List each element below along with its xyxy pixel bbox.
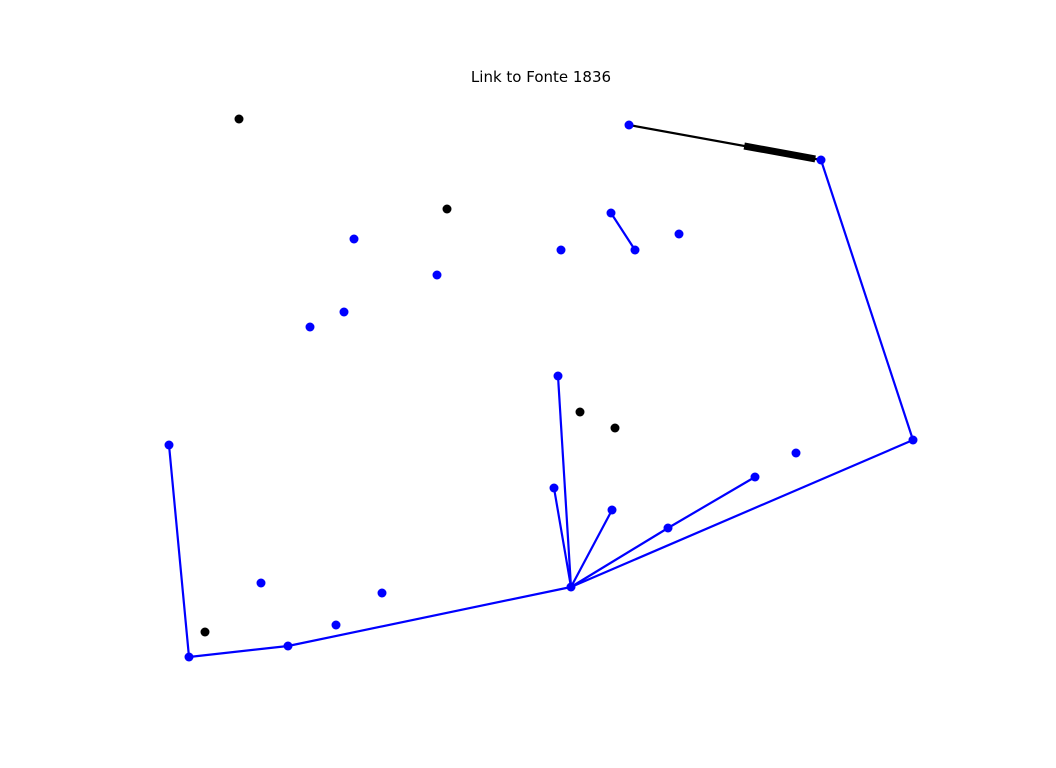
edge-n18-n21 [667, 476, 756, 529]
edge-n21-n23 [570, 527, 669, 588]
node-n24 [256, 578, 266, 588]
edge-n16-n23 [570, 438, 914, 589]
node-n8 [349, 234, 359, 244]
node-n23 [566, 582, 576, 592]
node-n16 [908, 435, 918, 445]
node-n20 [607, 505, 617, 515]
node-n14 [575, 407, 585, 417]
node-n26 [331, 620, 341, 630]
node-n17 [791, 448, 801, 458]
node-n21 [663, 523, 673, 533]
node-n11 [339, 307, 349, 317]
edge-n20-n23 [570, 509, 613, 588]
edges-layer [167, 123, 915, 659]
node-n2 [624, 120, 634, 130]
node-n27 [283, 641, 293, 651]
edge-arrowhead-n2-n3 [743, 142, 816, 163]
edge-n5-n6 [610, 212, 636, 251]
node-n25 [377, 588, 387, 598]
edge-n13-n23 [556, 375, 573, 588]
node-n15 [610, 423, 620, 433]
node-n3 [816, 155, 826, 165]
edge-n29-n22 [167, 444, 191, 658]
node-n28 [200, 627, 210, 637]
node-n4 [442, 204, 452, 214]
node-n12 [305, 322, 315, 332]
edge-n3-n16 [819, 159, 915, 441]
node-n1 [234, 114, 244, 124]
edge-n27-n29 [188, 644, 289, 659]
edge-n23-n27 [287, 585, 572, 648]
node-n6 [630, 245, 640, 255]
node-n19 [549, 483, 559, 493]
node-n13 [553, 371, 563, 381]
node-n9 [556, 245, 566, 255]
edge-n19-n23 [552, 487, 573, 588]
node-n7 [674, 229, 684, 239]
node-n29 [184, 652, 194, 662]
node-n18 [750, 472, 760, 482]
node-n10 [432, 270, 442, 280]
node-n5 [606, 208, 616, 218]
node-n22 [164, 440, 174, 450]
nodes-layer [164, 114, 918, 662]
chart-title: Link to Fonte 1836 [470, 68, 612, 86]
